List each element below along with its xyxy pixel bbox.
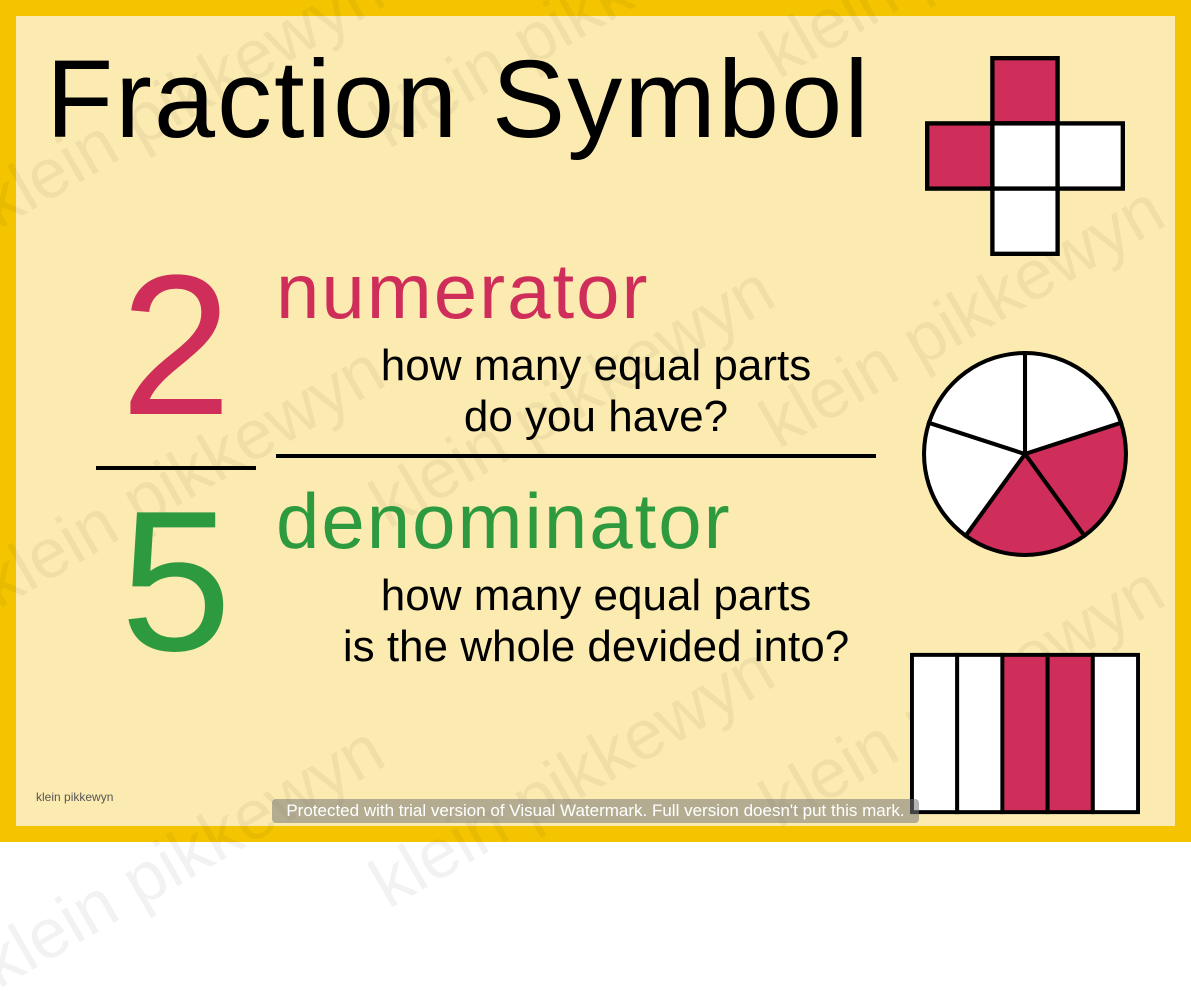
- denominator-subtext: how many equal parts is the whole devide…: [276, 571, 916, 672]
- numerator-sub-line1: how many equal parts: [381, 341, 811, 390]
- cross-fraction-icon: [925, 56, 1125, 256]
- description-divider: [276, 454, 876, 458]
- numerator-subtext: how many equal parts do you have?: [276, 341, 916, 442]
- denominator-sub-line1: how many equal parts: [381, 571, 811, 620]
- numerator-sub-line2: do you have?: [464, 392, 728, 441]
- watermark-bar: Protected with trial version of Visual W…: [16, 796, 1175, 826]
- description-column: numerator how many equal parts do you ha…: [276, 246, 916, 684]
- denominator-value: 5: [96, 482, 256, 682]
- page-title: Fraction Symbol: [46, 36, 871, 163]
- graphics-column: [915, 56, 1135, 816]
- fraction-column: 2 5: [96, 246, 256, 682]
- pie-fraction-icon: [920, 349, 1130, 559]
- bar-fraction-icon: [910, 651, 1140, 816]
- watermark-tile: klein pikkewyn: [0, 709, 397, 1003]
- poster-frame: klein pikkewyn klein pikkewyn klein pikk…: [0, 0, 1191, 842]
- denominator-term: denominator: [276, 476, 916, 567]
- numerator-term: numerator: [276, 246, 916, 337]
- numerator-value: 2: [96, 246, 256, 446]
- denominator-sub-line2: is the whole devided into?: [343, 622, 849, 671]
- watermark-bar-text: Protected with trial version of Visual W…: [272, 799, 918, 823]
